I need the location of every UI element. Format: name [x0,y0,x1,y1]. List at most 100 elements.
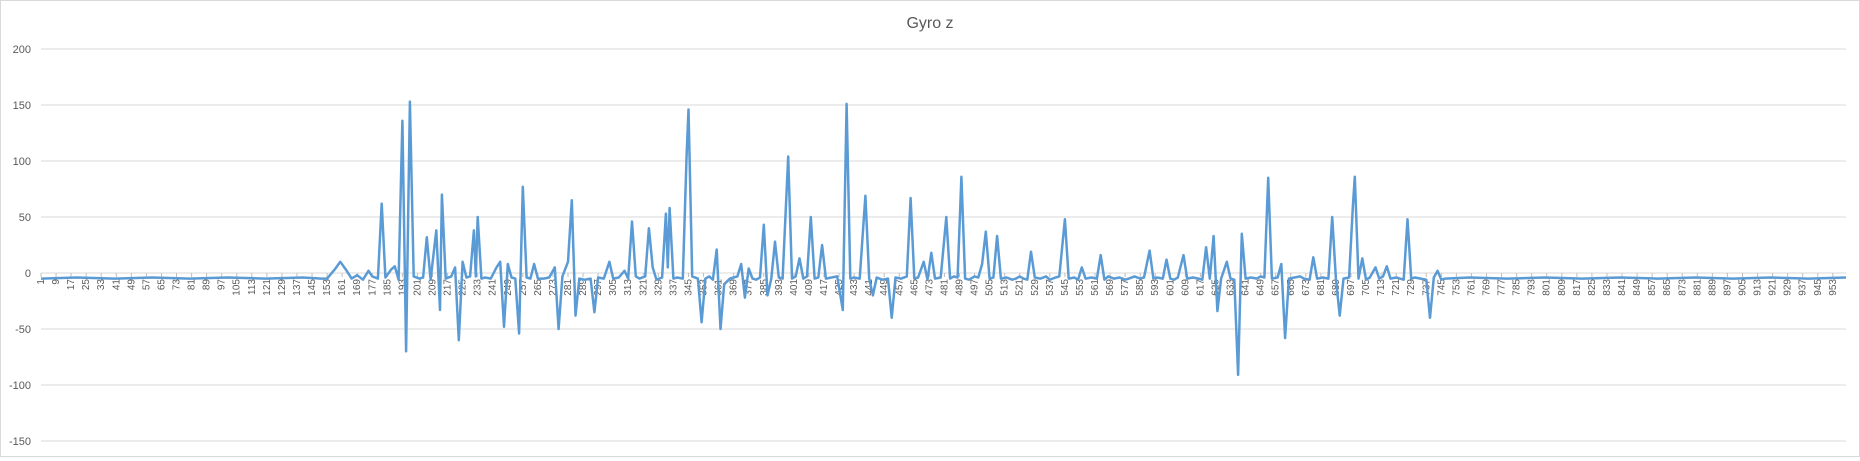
x-tick-label: 945 [1813,279,1824,296]
x-tick-label: 217 [443,279,454,296]
x-tick-label: 817 [1572,279,1583,296]
x-tick-label: 841 [1617,279,1628,296]
x-tick-label: 729 [1406,279,1417,296]
x-tick-label: 641 [1241,279,1252,296]
x-tick-label: 465 [909,279,920,296]
y-tick-label: 0 [25,268,31,280]
x-tick-label: 409 [804,279,815,296]
x-tick-label: 569 [1105,279,1116,296]
x-tick-label: 473 [924,279,935,296]
x-tick-label: 121 [262,279,273,296]
x-tick-label: 193 [397,279,408,296]
x-tick-label: 489 [954,279,965,296]
x-tick-label: 81 [187,279,198,291]
x-tick-label: 9 [51,279,62,285]
x-tick-label: 913 [1753,279,1764,296]
x-tick-label: 601 [1165,279,1176,296]
x-tick-label: 369 [729,279,740,296]
x-tick-label: 97 [217,279,228,291]
x-tick-label: 785 [1512,279,1523,296]
x-tick-label: 825 [1587,279,1598,296]
x-tick-label: 289 [578,279,589,296]
x-tick-label: 345 [683,279,694,296]
x-tick-label: 657 [1271,279,1282,296]
series-line-0 [40,100,1847,377]
x-tick-label: 297 [593,279,604,296]
x-tick-label: 177 [367,279,378,296]
x-tick-label: 545 [1060,279,1071,296]
x-tick-label: 265 [533,279,544,296]
x-tick-label: 337 [668,279,679,296]
x-tick-label: 249 [503,279,514,296]
x-tick-label: 649 [1256,279,1267,296]
x-tick-label: 57 [141,279,152,291]
x-tick-label: 713 [1376,279,1387,296]
x-tick-label: 553 [1075,279,1086,296]
x-tick-label: 321 [638,279,649,296]
x-tick-label: 753 [1451,279,1462,296]
x-tick-label: 393 [774,279,785,296]
x-tick-label: 433 [849,279,860,296]
x-tick-label: 241 [488,279,499,296]
x-tick-label: 953 [1828,279,1839,296]
x-tick-label: 281 [563,279,574,296]
x-tick-label: 233 [473,279,484,296]
y-tick-label: 200 [13,44,31,56]
x-tick-label: 921 [1768,279,1779,296]
x-tick-label: 481 [939,279,950,296]
x-tick-label: 561 [1090,279,1101,296]
x-tick-label: 17 [66,279,77,291]
x-tick-label: 505 [985,279,996,296]
x-tick-label: 497 [970,279,981,296]
x-tick-label: 745 [1436,279,1447,296]
x-tick-label: 305 [608,279,619,296]
x-tick-label: 705 [1361,279,1372,296]
x-tick-label: 129 [277,279,288,296]
x-tick-label: 593 [1150,279,1161,296]
x-tick-label: 137 [292,279,303,296]
x-tick-label: 881 [1692,279,1703,296]
x-tick-label: 777 [1497,279,1508,296]
x-tick-label: 609 [1180,279,1191,296]
chart-title: Gyro z [906,15,953,32]
x-tick-label: 225 [458,279,469,296]
y-tick-label: -150 [9,436,31,448]
x-tick-label: 761 [1466,279,1477,296]
x-tick-label: 209 [427,279,438,296]
x-tick-label: 905 [1737,279,1748,296]
y-tick-label: -50 [15,324,31,336]
y-tick-label: 150 [13,100,31,112]
x-tick-label: 937 [1798,279,1809,296]
x-tick-label: 33 [96,279,107,291]
series-layer [40,100,1847,377]
x-tick-label: 633 [1226,279,1237,296]
x-tick-label: 273 [548,279,559,296]
x-tick-label: 73 [172,279,183,291]
x-tick-label: 1 [36,279,47,285]
x-tick-label: 929 [1783,279,1794,296]
x-tick-label: 721 [1391,279,1402,296]
x-tick-label: 201 [412,279,423,296]
x-tick-label: 849 [1632,279,1643,296]
y-axis: 200 150 100 50 0 -50 -100 -150 [9,44,31,448]
x-tick-label: 665 [1286,279,1297,296]
x-tick-label: 897 [1722,279,1733,296]
x-tick-label: 313 [623,279,634,296]
x-tick-label: 113 [247,279,258,295]
x-tick-label: 377 [744,279,755,296]
x-tick-label: 41 [111,279,122,291]
x-tick-label: 153 [322,279,333,296]
x-tick-label: 89 [202,279,213,291]
x-tick-label: 577 [1120,279,1131,296]
x-tick-label: 617 [1195,279,1206,296]
x-tick-label: 865 [1662,279,1673,296]
x-tick-label: 585 [1135,279,1146,296]
x-tick-label: 793 [1527,279,1538,296]
x-tick-label: 169 [352,279,363,296]
x-tick-label: 873 [1677,279,1688,296]
x-tick-label: 769 [1482,279,1493,296]
x-tick-label: 49 [126,279,137,291]
x-tick-label: 809 [1557,279,1568,296]
